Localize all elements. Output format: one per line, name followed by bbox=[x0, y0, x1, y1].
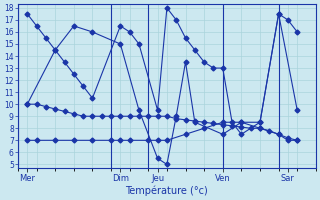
X-axis label: Température (°c): Température (°c) bbox=[125, 185, 208, 196]
